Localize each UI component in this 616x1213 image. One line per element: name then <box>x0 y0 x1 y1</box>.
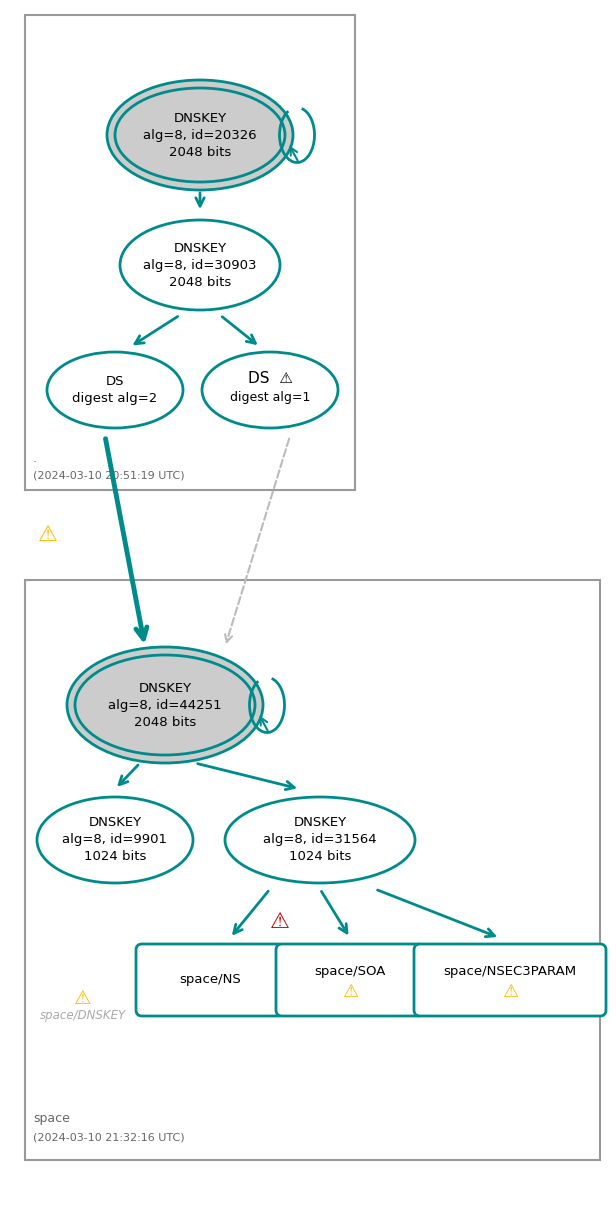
Text: (2024-03-10 20:51:19 UTC): (2024-03-10 20:51:19 UTC) <box>33 469 185 480</box>
Ellipse shape <box>202 352 338 428</box>
Text: space/NS: space/NS <box>179 974 241 986</box>
Text: ⚠: ⚠ <box>75 989 92 1008</box>
Ellipse shape <box>47 352 183 428</box>
Text: DNSKEY
alg=8, id=44251
2048 bits: DNSKEY alg=8, id=44251 2048 bits <box>108 682 222 729</box>
Text: ⚠: ⚠ <box>502 983 518 1001</box>
Text: ⚠: ⚠ <box>270 912 290 932</box>
Text: (2024-03-10 21:32:16 UTC): (2024-03-10 21:32:16 UTC) <box>33 1132 185 1141</box>
Ellipse shape <box>225 797 415 883</box>
Text: digest alg=1: digest alg=1 <box>230 392 310 404</box>
Ellipse shape <box>37 797 193 883</box>
Text: space/DNSKEY: space/DNSKEY <box>40 1009 126 1023</box>
Text: DS  ⚠: DS ⚠ <box>248 370 293 386</box>
Text: ⚠: ⚠ <box>38 525 58 545</box>
Text: .: . <box>33 452 37 465</box>
Ellipse shape <box>120 220 280 311</box>
Text: DNSKEY
alg=8, id=20326
2048 bits: DNSKEY alg=8, id=20326 2048 bits <box>143 112 257 159</box>
FancyBboxPatch shape <box>136 944 284 1016</box>
Ellipse shape <box>115 89 285 182</box>
Ellipse shape <box>107 80 293 190</box>
Text: space: space <box>33 1112 70 1124</box>
Text: DNSKEY
alg=8, id=30903
2048 bits: DNSKEY alg=8, id=30903 2048 bits <box>144 241 257 289</box>
Ellipse shape <box>75 655 255 754</box>
Text: ⚠: ⚠ <box>342 983 358 1001</box>
Text: DNSKEY
alg=8, id=9901
1024 bits: DNSKEY alg=8, id=9901 1024 bits <box>62 816 168 864</box>
Ellipse shape <box>67 647 263 763</box>
Text: DNSKEY
alg=8, id=31564
1024 bits: DNSKEY alg=8, id=31564 1024 bits <box>263 816 377 864</box>
Bar <box>25 580 600 1160</box>
FancyBboxPatch shape <box>276 944 424 1016</box>
Text: DS
digest alg=2: DS digest alg=2 <box>72 375 158 405</box>
Bar <box>25 15 355 490</box>
FancyBboxPatch shape <box>414 944 606 1016</box>
Text: space/NSEC3PARAM: space/NSEC3PARAM <box>444 966 577 979</box>
Text: space/SOA: space/SOA <box>314 966 386 979</box>
